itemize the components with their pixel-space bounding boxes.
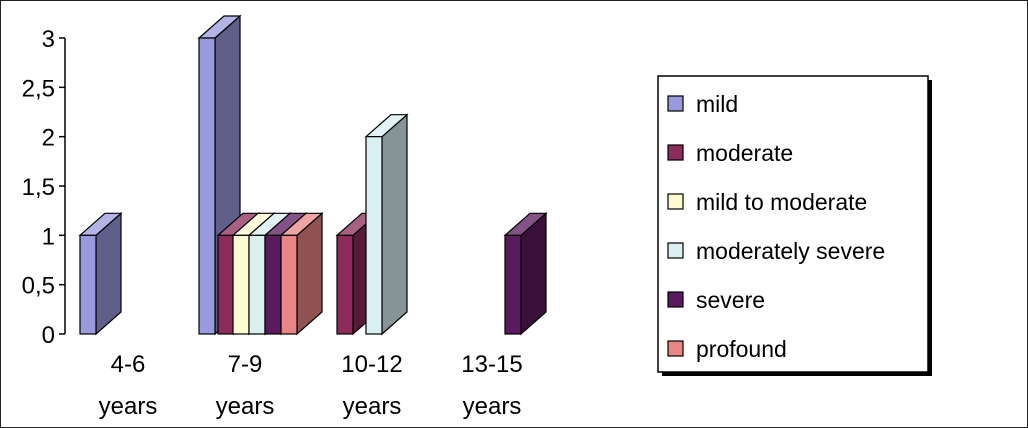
y-tick-label: 3 (42, 26, 55, 53)
x-category-label: 10-12 years (341, 351, 402, 420)
x-category-label: 4-6 years (99, 351, 158, 420)
legend-label: mild to moderate (696, 189, 867, 215)
legend-label: moderately severe (696, 238, 885, 264)
y-tick-label: 0 (42, 322, 55, 349)
bar-moderately-severe-2 (364, 113, 409, 336)
bars (78, 14, 548, 336)
legend-swatch (667, 242, 684, 259)
x-category-label: 13-15 years (461, 351, 522, 420)
y-tick-label: 0,5 (22, 273, 55, 300)
legend: mild moderate mild to moderate moderately s… (657, 75, 932, 376)
legend-swatch (667, 193, 684, 210)
axes: 0 0,5 1 1,5 2 2,5 3 (22, 26, 66, 349)
y-tick-label: 2,5 (22, 75, 55, 102)
legend-swatch (667, 291, 684, 308)
bar-profound-1 (279, 212, 324, 336)
x-category-label: 7-9 years (216, 351, 275, 420)
legend-box (657, 75, 929, 373)
bar-severe-3 (503, 212, 548, 336)
legend-label: severe (696, 287, 765, 313)
y-tick-label: 2 (42, 125, 55, 152)
legend-item-severe: severe (667, 287, 765, 313)
x-axis-labels: 4-6 years 7-9 years 10-12 years 13-15 years (99, 351, 523, 420)
legend-item-moderately-severe: moderately severe (667, 238, 885, 264)
legend-item-moderate: moderate (667, 140, 793, 166)
legend-label: profound (696, 336, 787, 362)
legend-swatch (667, 340, 684, 357)
legend-swatch (667, 95, 684, 112)
legend-swatch (667, 144, 684, 161)
legend-item-mild: mild (667, 91, 738, 117)
bar-mild-0 (78, 212, 123, 336)
y-tick-label: 1,5 (22, 174, 55, 201)
legend-label: mild (696, 91, 738, 117)
legend-item-mild-to-moderate: mild to moderate (667, 189, 867, 215)
y-tick-label: 1 (42, 223, 55, 250)
legend-item-profound: profound (667, 336, 787, 362)
legend-label: moderate (696, 140, 793, 166)
